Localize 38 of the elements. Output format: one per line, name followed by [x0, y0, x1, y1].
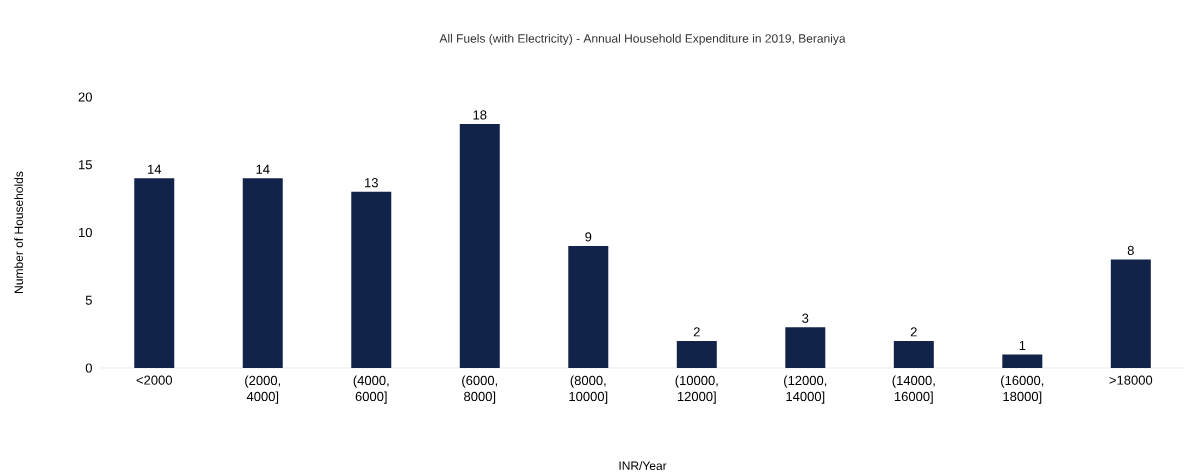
x-tick-label: (16000, 18000] [1001, 375, 1044, 404]
bar [676, 340, 717, 368]
data-label: 2 [910, 327, 917, 337]
x-tick-label: <2000 [136, 375, 172, 385]
data-label: 9 [585, 232, 592, 242]
data-label: 13 [365, 178, 378, 188]
bar [568, 246, 609, 368]
data-label: 18 [473, 110, 487, 120]
bar [893, 340, 934, 368]
data-label: 8 [1127, 245, 1134, 256]
x-tick-label: (8000, 10000] [569, 375, 608, 404]
x-axis-title: INR/Year [619, 461, 667, 470]
data-label: 1 [1019, 340, 1026, 350]
bar [242, 178, 283, 368]
y-axis-title: Number of Households [14, 171, 24, 293]
bar [1110, 259, 1151, 368]
x-tick-label: (4000, 6000] [353, 375, 389, 404]
chart-title: All Fuels (with Electricity) - Annual Household Expenditure in 2019, Beraniya [439, 33, 846, 46]
y-tick-label: 5 [85, 295, 92, 305]
y-tick-label: 10 [79, 227, 92, 238]
y-tick-label: 0 [85, 363, 92, 373]
data-label: 3 [802, 313, 809, 323]
x-tick-label: >18000 [1109, 375, 1153, 385]
bar [785, 327, 826, 368]
y-tick-label: 20 [78, 92, 92, 102]
bar [351, 191, 392, 368]
x-tick-label: (2000, 4000] [245, 375, 281, 404]
y-tick-label: 15 [79, 160, 92, 170]
data-label: 2 [693, 327, 700, 337]
bar [134, 178, 175, 368]
bar [1002, 354, 1043, 368]
x-tick-label: (12000, 14000] [784, 375, 827, 404]
x-tick-label: (10000, 12000] [675, 375, 718, 404]
bar [459, 124, 500, 368]
x-tick-label: (6000, 8000] [462, 375, 498, 404]
x-tick-label: (14000, 16000] [892, 375, 935, 404]
data-label: 14 [256, 164, 270, 174]
data-label: 14 [148, 164, 162, 174]
